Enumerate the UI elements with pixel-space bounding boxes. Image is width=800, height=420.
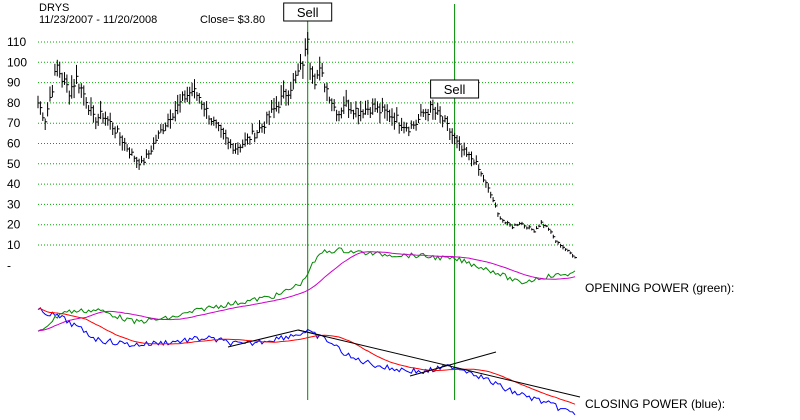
opening-power-label: OPENING POWER (green): xyxy=(585,281,734,295)
y-tick-label: 20 xyxy=(7,218,21,232)
opening-power-indicator xyxy=(37,247,576,332)
y-tick-label: 90 xyxy=(7,76,21,90)
closing-power-label: CLOSING POWER (blue): xyxy=(585,397,725,411)
y-tick-label: 30 xyxy=(7,197,21,211)
y-tick-label: 110 xyxy=(7,35,26,49)
closing-power-ma xyxy=(37,308,576,405)
y-tick-label: - xyxy=(7,258,11,272)
ticker-label: DRYS xyxy=(39,2,69,14)
y-tick-label: 40 xyxy=(7,177,21,191)
y-tick-label: 70 xyxy=(7,116,21,130)
closing-power-line xyxy=(37,307,576,416)
opening-power-ma xyxy=(37,251,576,332)
trendline xyxy=(409,351,497,377)
signal-label: Sell xyxy=(297,5,319,20)
opening-power-line xyxy=(37,247,576,332)
y-tick-label: 80 xyxy=(7,96,21,110)
grid xyxy=(38,41,575,246)
y-tick-label: 50 xyxy=(7,157,21,171)
signal-lines: Sell Sell xyxy=(283,2,480,400)
y-tick-label: 60 xyxy=(7,137,21,151)
y-tick-label: 100 xyxy=(7,55,27,69)
date-range-label: 11/23/2007 - 11/20/2008 xyxy=(39,14,157,26)
price-bars xyxy=(37,32,577,259)
signal-box xyxy=(283,2,333,22)
signal-label: Sell xyxy=(444,82,466,97)
trendline xyxy=(227,329,299,348)
signal-box xyxy=(430,79,480,99)
trendline xyxy=(297,329,581,398)
closing-power-indicator xyxy=(37,307,581,416)
y-axis: 110 100 90 80 70 60 50 40 30 20 10 - xyxy=(7,35,27,272)
y-tick-label: 10 xyxy=(7,238,21,252)
close-price-label: Close= $3.80 xyxy=(200,14,265,26)
